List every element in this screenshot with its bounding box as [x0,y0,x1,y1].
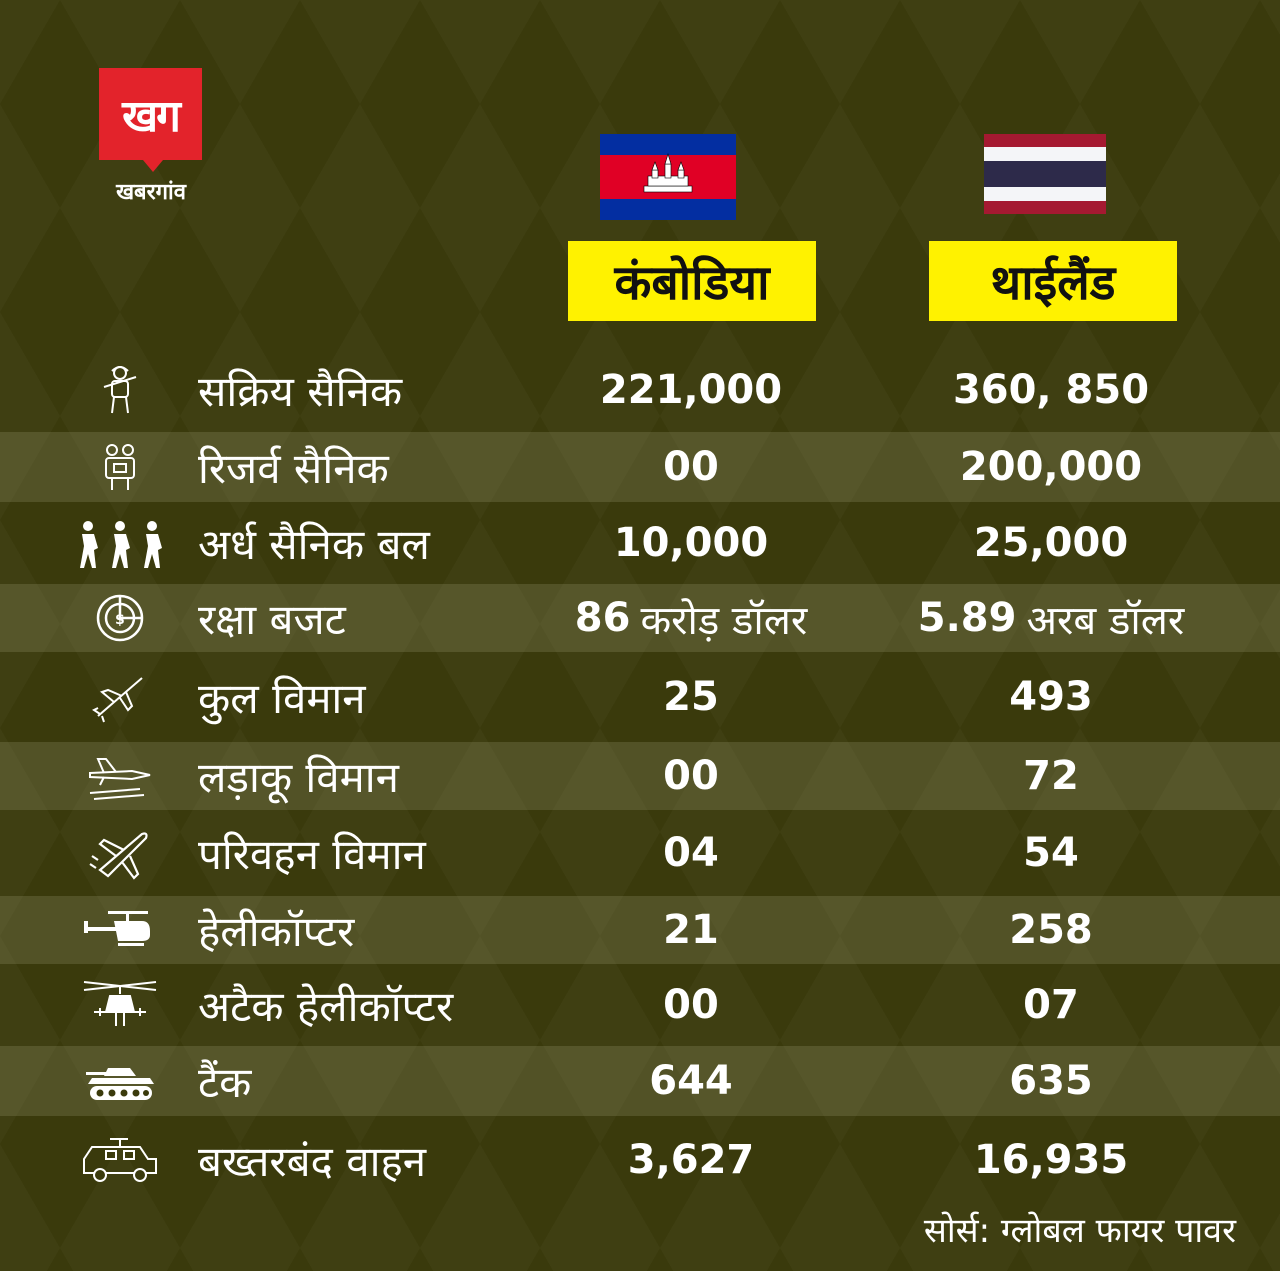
row-label: अर्ध सैनिक बल [198,519,430,569]
row-transport-aircraft: परिवहन विमान 04 54 [0,812,1280,894]
brand-logo: खग खबरगांव [99,68,203,205]
brand-logo-mark: खग [122,91,181,142]
fighter-jet-icon [70,742,170,810]
budget-icon: $ [70,584,170,652]
cambodia-value: 25 [663,674,719,720]
row-active-soldiers: सक्रिय सैनिक 221,000 360, 850 [0,350,1280,430]
helicopter-icon [70,896,170,964]
cambodia-budget-number: 86 [574,595,631,641]
row-label: टैंक [198,1057,252,1107]
row-helicopters: हेलीकॉप्टर 21 258 [0,896,1280,964]
cambodia-header: कंबोडिया [568,241,816,321]
thailand-budget-number: 5.89 [917,595,1017,641]
cambodia-value: 00 [663,753,719,799]
cambodia-value: 644 [649,1058,733,1104]
aircraft-icon [70,654,170,740]
cambodia-flag-icon [600,134,736,220]
transport-plane-icon [70,812,170,894]
armored-vehicle-icon [70,1118,170,1202]
row-defense-budget: $ रक्षा बजट 86 करोड़ डॉलर 5.89 अरब डॉलर [0,584,1280,652]
row-tanks: टैंक 644 635 [0,1046,1280,1116]
thailand-value: 258 [1009,907,1093,953]
cambodia-value: 86 करोड़ डॉलर [511,584,871,652]
thailand-value: 493 [1009,674,1093,720]
cambodia-value: 21 [663,907,719,953]
row-reserve-soldiers: रिजर्व सैनिक 00 200,000 [0,432,1280,502]
brand-name: खबरगांव [116,180,186,205]
thailand-value: 16,935 [973,1137,1129,1183]
row-label: हेलीकॉप्टर [198,906,355,956]
thailand-value: 07 [1023,982,1079,1028]
source-note: सोर्स: ग्लोबल फायर पावर [923,1211,1236,1251]
thailand-header: थाईलैंड [929,241,1177,321]
thailand-value: 72 [1023,753,1079,799]
cambodia-value: 10,000 [613,520,769,566]
row-label: अटैक हेलीकॉप्टर [198,981,454,1031]
row-label: रक्षा बजट [198,594,346,644]
thailand-value: 360, 850 [952,367,1150,413]
thailand-value: 635 [1009,1058,1093,1104]
thailand-value: 5.89 अरब डॉलर [871,584,1231,652]
row-label: रिजर्व सैनिक [198,443,389,493]
tank-icon [70,1046,170,1116]
attack-helicopter-icon [70,966,170,1044]
row-label: कुल विमान [198,673,366,723]
cambodia-value: 00 [663,444,719,490]
thailand-flag-icon [984,134,1106,214]
cambodia-value: 3,627 [627,1137,755,1183]
svg-text:$: $ [115,612,125,628]
thailand-budget-unit: अरब डॉलर [1026,597,1185,644]
row-attack-helicopters: अटैक हेलीकॉप्टर 00 07 [0,966,1280,1044]
row-armored-vehicles: बख्तरबंद वाहन 3,627 16,935 [0,1118,1280,1202]
row-total-aircraft: कुल विमान 25 493 [0,654,1280,740]
thailand-value: 54 [1023,830,1079,876]
thailand-value: 200,000 [959,444,1143,490]
row-fighter-jets: लड़ाकू विमान 00 72 [0,742,1280,810]
cambodia-value: 04 [663,830,719,876]
reserve-soldiers-icon [70,432,170,502]
paramilitary-icon [70,504,170,582]
brand-logo-box: खग [99,68,202,172]
cambodia-value: 221,000 [599,367,783,413]
row-paramilitary: अर्ध सैनिक बल 10,000 25,000 [0,504,1280,582]
soldier-icon [70,350,170,430]
row-label: सक्रिय सैनिक [198,366,403,416]
row-label: बख्तरबंद वाहन [198,1136,427,1186]
cambodia-value: 00 [663,982,719,1028]
cambodia-budget-unit: करोड़ डॉलर [640,597,808,644]
row-label: लड़ाकू विमान [198,752,399,802]
row-label: परिवहन विमान [198,829,426,879]
thailand-value: 25,000 [973,520,1129,566]
